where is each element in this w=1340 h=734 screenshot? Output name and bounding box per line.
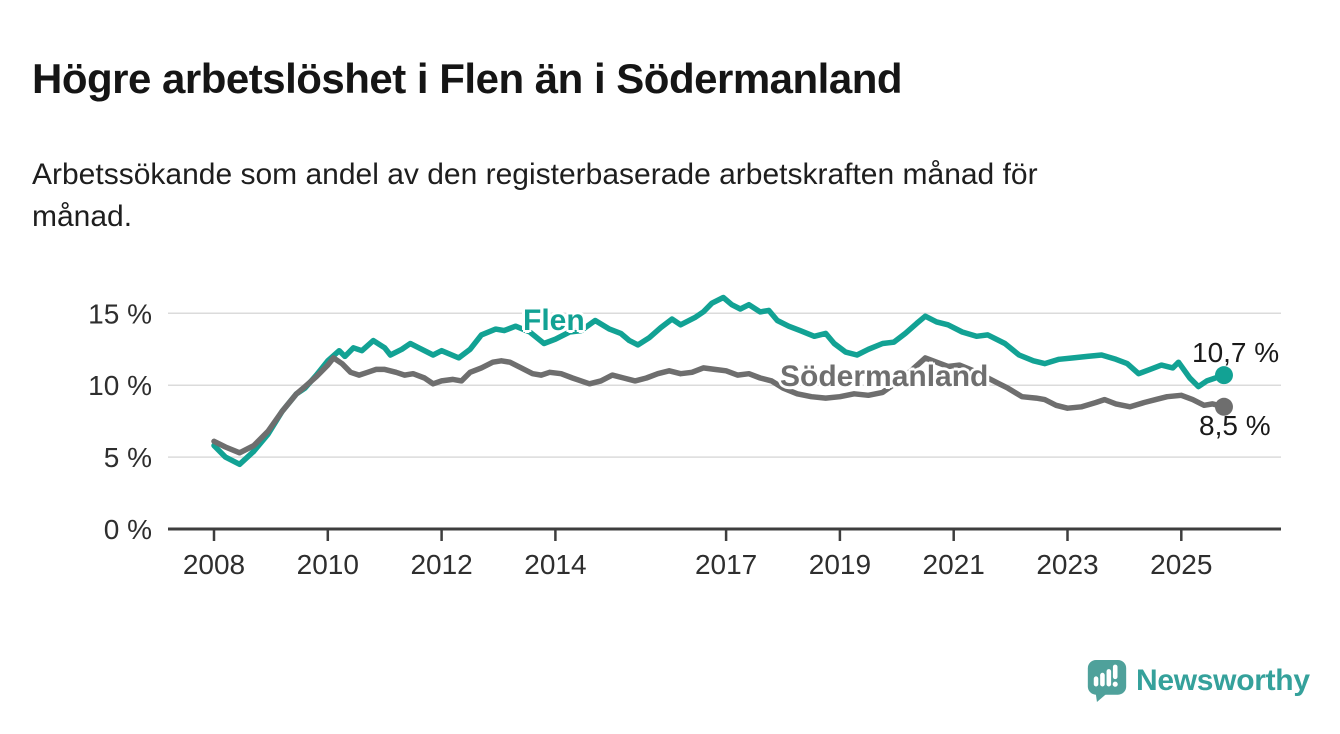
y-axis-tick-label: 0 % [104, 514, 152, 545]
x-axis-tick-label: 2010 [297, 549, 359, 580]
series-line-flen [211, 294, 1227, 468]
x-axis-tick-label: 2021 [923, 549, 985, 580]
x-axis-tick-label: 2023 [1036, 549, 1098, 580]
y-axis-tick-label: 15 % [88, 298, 152, 329]
page-title: Högre arbetslöshet i Flen än i Södermanl… [32, 55, 903, 103]
end-value-label-sodermanland: 8,5 % [1199, 410, 1271, 441]
series-line-södermanland [211, 355, 1227, 456]
x-axis-tick-label: 2012 [410, 549, 472, 580]
end-value-label-flen: 10,7 % [1192, 337, 1280, 368]
series-label-sodermanland: Södermanland [780, 360, 989, 393]
x-axis-tick-label: 2019 [809, 549, 871, 580]
y-axis-tick-label: 5 % [104, 442, 152, 473]
x-axis-tick-label: 2025 [1150, 549, 1212, 580]
x-axis-tick-label: 2014 [524, 549, 586, 580]
x-axis-tick-label: 2008 [183, 549, 245, 580]
newsworthy-logo-icon [1087, 660, 1127, 702]
y-axis-tick-label: 10 % [88, 370, 152, 401]
newsworthy-logo: Newsworthy [1086, 657, 1310, 705]
x-axis-tick-label: 2017 [695, 549, 757, 580]
chart-subtitle: Arbetssökande som andel av den registerb… [32, 158, 1038, 233]
series-end-dot-södermanland [1214, 397, 1233, 416]
newsworthy-logo-text: Newsworthy [1136, 664, 1310, 697]
series-end-dot-flen [1214, 366, 1233, 385]
series-label-flen: Flen [523, 304, 585, 337]
